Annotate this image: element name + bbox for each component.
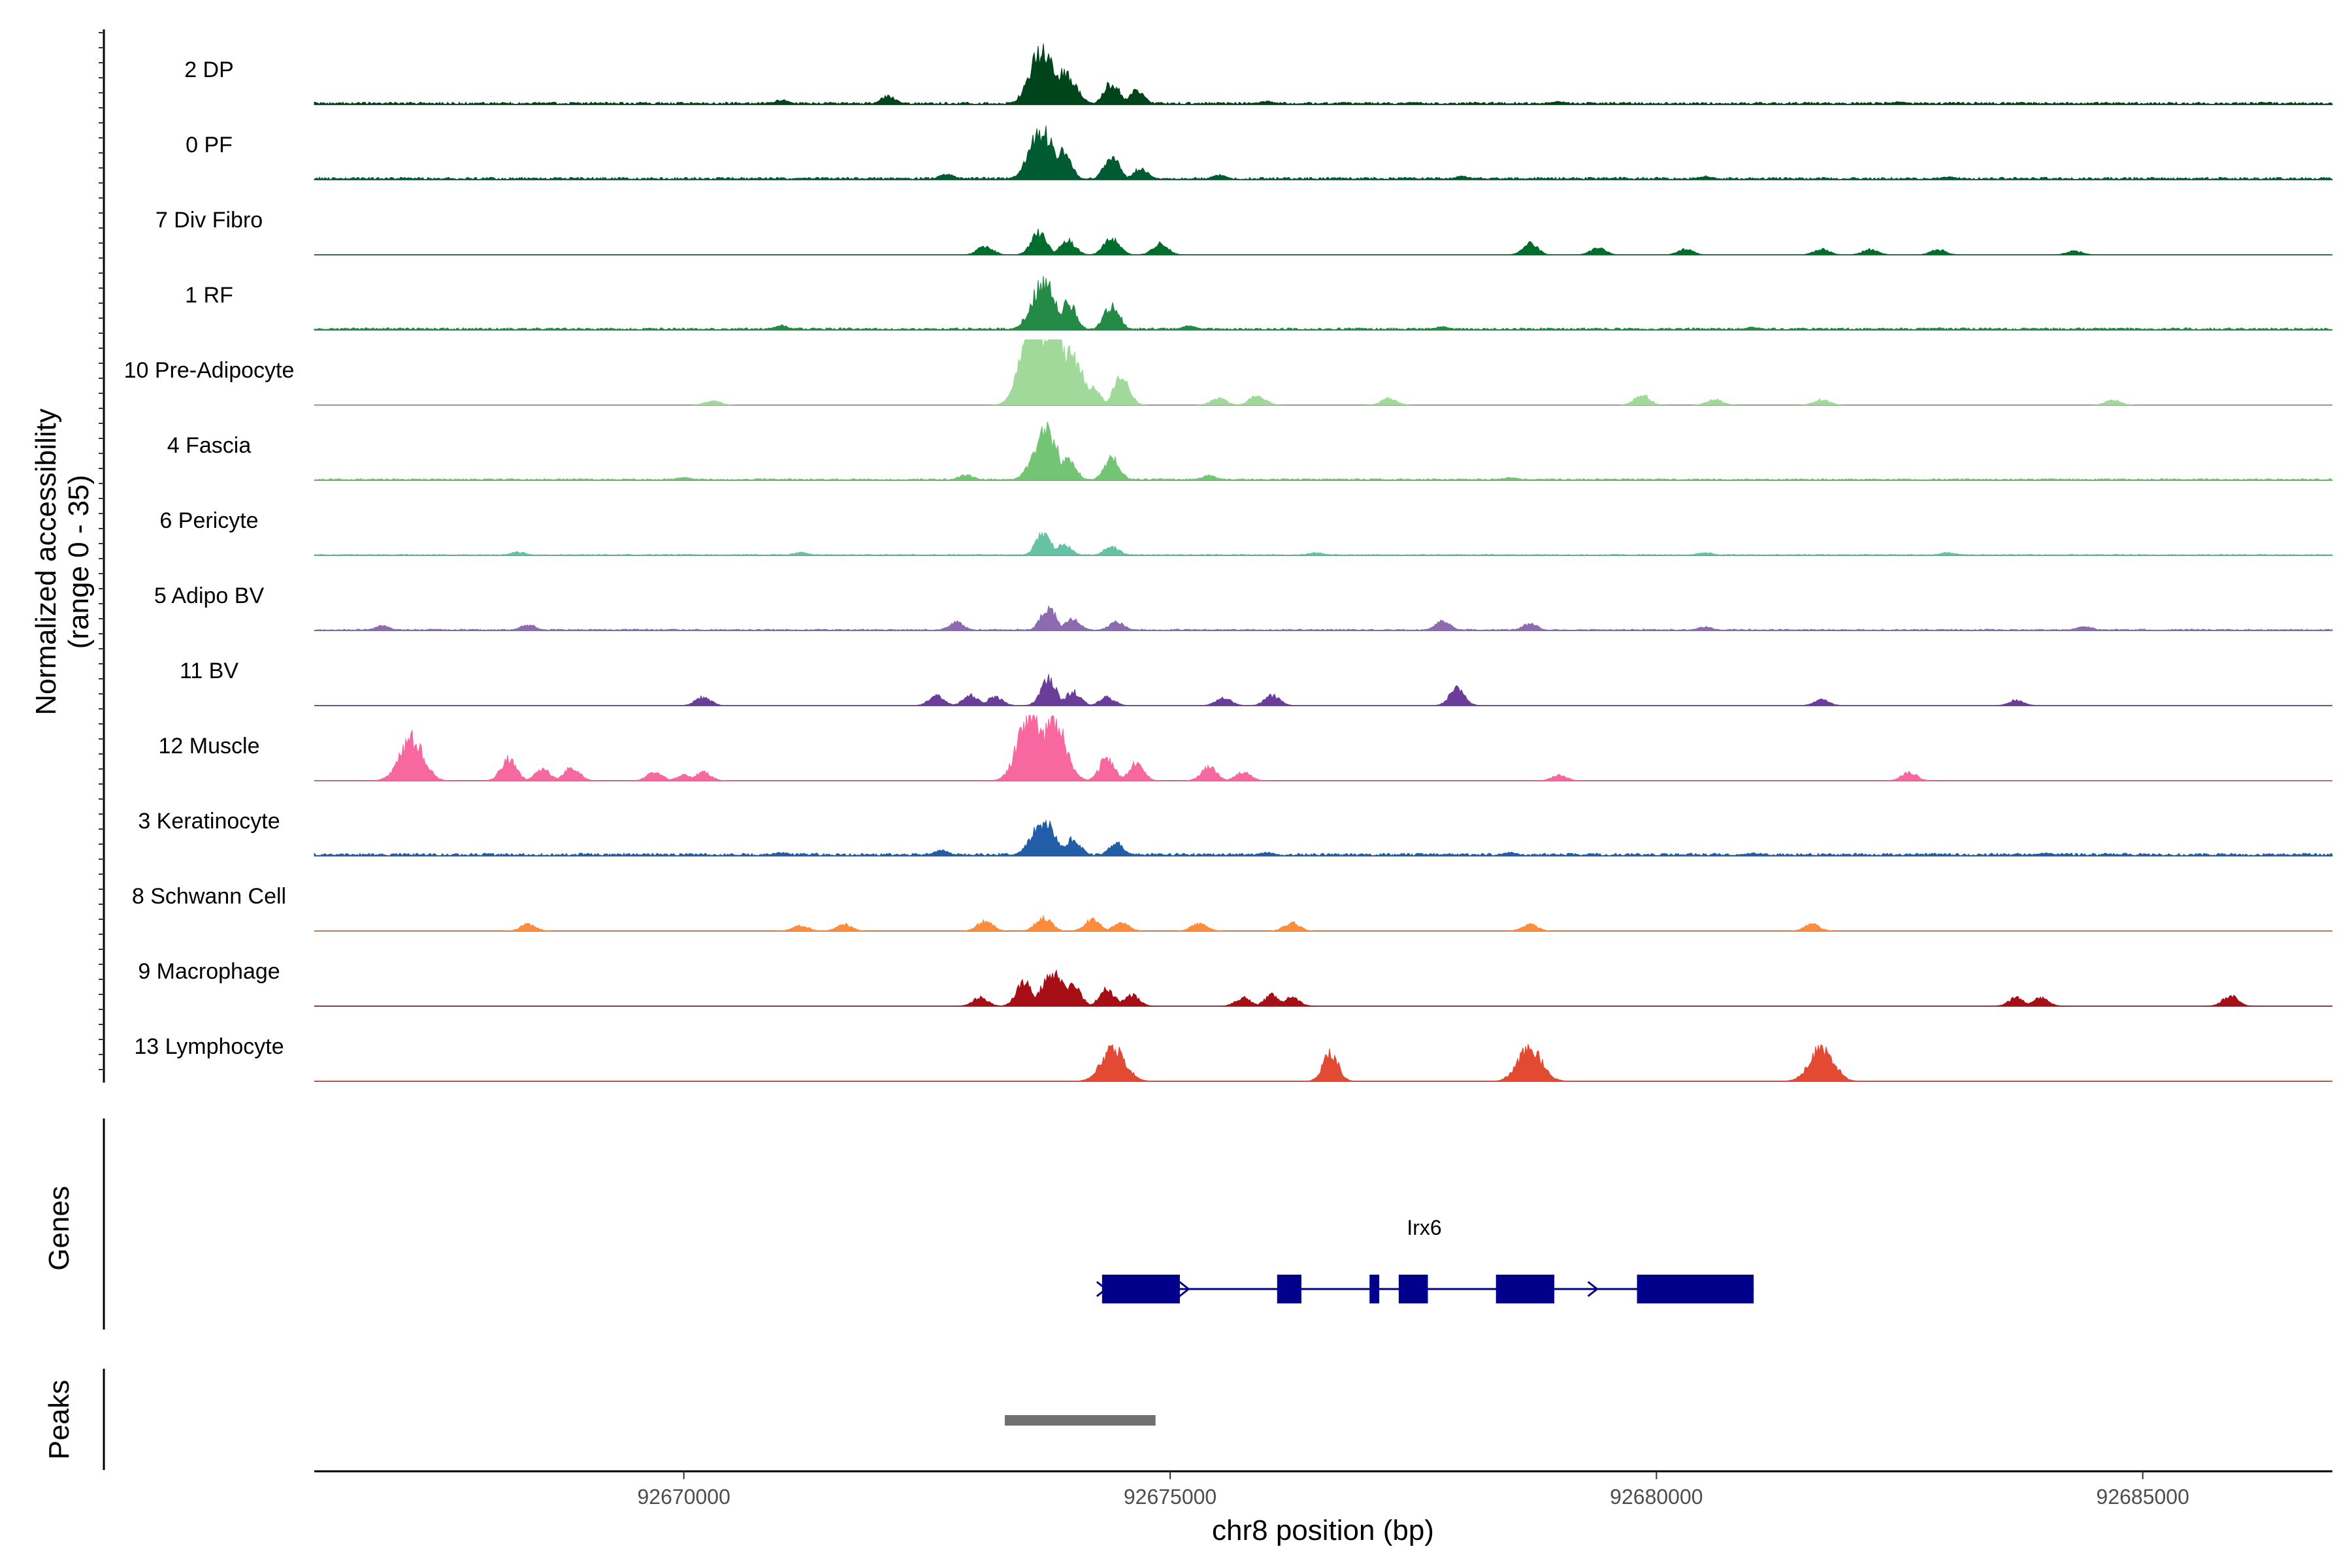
track-6-pericyte: 6 Pericyte xyxy=(159,508,2334,556)
track-label: 2 DP xyxy=(184,57,234,82)
coverage-area xyxy=(314,229,2332,255)
coverage-axis-ticks xyxy=(99,32,104,1070)
track-label: 1 RF xyxy=(185,283,233,308)
x-axis: 92670000 92675000 92680000 92685000 xyxy=(638,1471,2189,1509)
gene-strand-arrow xyxy=(1096,1281,1108,1298)
gene-exon xyxy=(1398,1275,1428,1303)
peak-region xyxy=(1004,1415,1156,1426)
track-label: 10 Pre-Adipocyte xyxy=(124,358,295,383)
track-12-muscle: 12 Muscle xyxy=(159,715,2332,781)
track-label: 6 Pericyte xyxy=(159,508,258,533)
track-13-lymphocyte: 13 Lymphocyte xyxy=(134,1034,2332,1082)
track-label: 11 BV xyxy=(180,659,238,683)
y-axis-title-line1: Normalized accessibility xyxy=(30,408,62,715)
y-axis-title-line2: (range 0 - 35) xyxy=(63,475,95,649)
x-tick-label: 92670000 xyxy=(638,1485,730,1509)
coverage-area xyxy=(314,125,2334,181)
track-9-macrophage: 9 Macrophage xyxy=(138,959,2332,1007)
track-label: 5 Adipo BV xyxy=(154,583,265,608)
track-10-pre-adipocyte: 10 Pre-Adipocyte xyxy=(124,338,2332,406)
coverage-area xyxy=(314,969,2332,1007)
track-8-schwann-cell: 8 Schwann Cell xyxy=(132,884,2332,932)
gene-exon xyxy=(1369,1275,1380,1303)
track-label: 3 Keratinocyte xyxy=(138,809,280,834)
genes-panel-title: Genes xyxy=(43,1186,75,1271)
track-label: 4 Fascia xyxy=(167,433,252,458)
track-0-pf: 0 PF xyxy=(186,125,2334,181)
track-11-bv: 11 BV xyxy=(180,659,2332,706)
x-tick-label: 92675000 xyxy=(1124,1485,1217,1509)
gene-exon xyxy=(1277,1275,1302,1303)
gene-exon xyxy=(1495,1275,1555,1303)
gene-track: Irx6 xyxy=(1096,1216,1754,1303)
gene-label: Irx6 xyxy=(1407,1216,1441,1239)
track-label: 8 Schwann Cell xyxy=(132,884,286,909)
coverage-area xyxy=(314,674,2332,706)
coverage-area xyxy=(314,604,2333,631)
coverage-area xyxy=(314,532,2334,556)
gene-exon xyxy=(1637,1275,1754,1303)
coverage-area xyxy=(314,421,2334,481)
gene-irx6: Irx6 xyxy=(1096,1216,1754,1303)
x-axis-title: chr8 position (bp) xyxy=(1212,1514,1434,1546)
coverage-area xyxy=(314,915,2332,932)
coverage-area xyxy=(314,819,2333,857)
coverage-area xyxy=(314,1043,2332,1082)
track-4-fascia: 4 Fascia xyxy=(167,421,2334,481)
track-1-rf: 1 RF xyxy=(185,276,2333,331)
x-tick-label: 92680000 xyxy=(1610,1485,1703,1509)
track-label: 7 Div Fibro xyxy=(155,208,263,233)
coverage-area xyxy=(314,276,2333,331)
track-2-dp: 2 DP xyxy=(184,43,2333,105)
y-axis-title: Normalized accessibility (range 0 - 35) xyxy=(30,408,95,715)
x-tick-label: 92685000 xyxy=(2097,1485,2189,1509)
gene-strand-arrow xyxy=(1179,1281,1190,1298)
track-label: 12 Muscle xyxy=(159,734,260,759)
peak-track xyxy=(1004,1415,1156,1426)
track-5-adipo-bv: 5 Adipo BV xyxy=(154,583,2333,631)
coverage-area xyxy=(314,43,2333,105)
gene-exon xyxy=(1102,1275,1180,1303)
track-label: 9 Macrophage xyxy=(138,959,280,984)
track-label: 13 Lymphocyte xyxy=(134,1034,284,1059)
gene-strand-arrow xyxy=(1587,1281,1599,1298)
peaks-panel-title: Peaks xyxy=(43,1380,75,1460)
track-7-div-fibro: 7 Div Fibro xyxy=(155,208,2332,255)
coverage-area xyxy=(314,715,2332,781)
coverage-area xyxy=(314,338,2332,406)
coverage-tracks: 2 DP 0 PF 7 Div Fibro 1 RF 10 Pre-Adipocyte 4… xyxy=(124,43,2334,1082)
track-label: 0 PF xyxy=(186,133,233,157)
track-3-keratinocyte: 3 Keratinocyte xyxy=(138,809,2333,857)
